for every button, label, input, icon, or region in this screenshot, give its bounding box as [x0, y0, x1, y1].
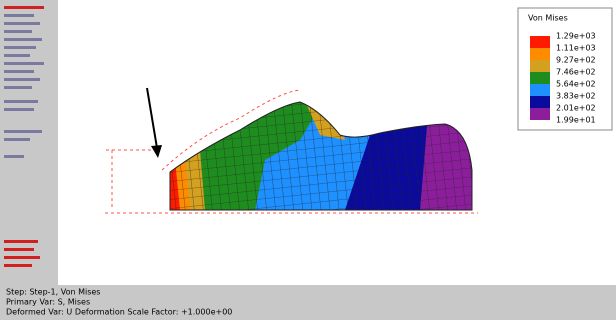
- legend-swatch: [530, 96, 550, 108]
- legend-title: Von Mises: [528, 14, 568, 23]
- legend-swatch: [530, 72, 550, 84]
- status-line: Step: Step-1, Von Mises: [6, 288, 100, 297]
- legend-swatch: [530, 48, 550, 60]
- legend-label: 1.29e+03: [556, 32, 596, 41]
- viewport: Step: Step-1, Von Mises Primary Var: S, …: [0, 0, 616, 320]
- legend-label: 7.46e+02: [556, 68, 596, 77]
- legend-label: 5.64e+02: [556, 80, 596, 89]
- status-line: Deformed Var: U Deformation Scale Factor…: [6, 308, 232, 317]
- legend-label: 1.99e+01: [556, 116, 596, 125]
- legend-label: 2.01e+02: [556, 104, 596, 113]
- status-line: Primary Var: S, Mises: [6, 298, 90, 307]
- legend-label: 3.83e+02: [556, 92, 596, 101]
- legend-label: 1.11e+03: [556, 44, 596, 53]
- legend-swatch: [530, 84, 550, 96]
- legend-swatch: [530, 108, 550, 120]
- legend-swatch: [530, 36, 550, 48]
- legend-swatch: [530, 60, 550, 72]
- legend-label: 9.27e+02: [556, 56, 596, 65]
